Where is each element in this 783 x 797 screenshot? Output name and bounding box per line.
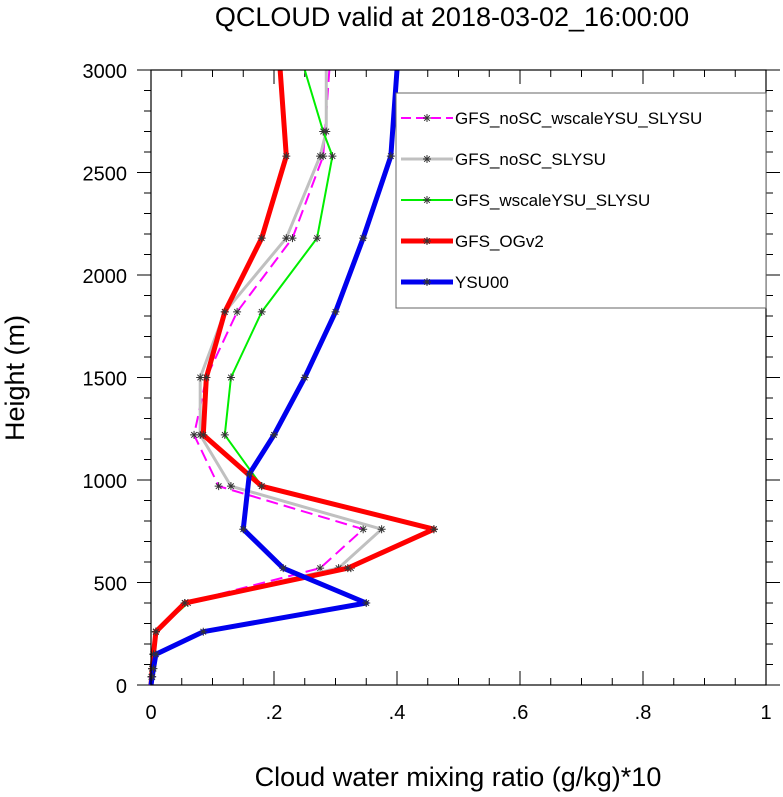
y-axis-label: Height (m) xyxy=(0,315,30,441)
series-GFS_wscaleYSU_SLYSU xyxy=(147,69,438,686)
data-point-marker xyxy=(359,234,368,243)
y-tick-label: 1000 xyxy=(83,471,128,493)
data-point-marker xyxy=(226,482,235,491)
data-point-marker xyxy=(423,237,431,245)
data-point-marker xyxy=(233,307,242,316)
data-point-marker xyxy=(220,430,229,439)
data-point-marker xyxy=(377,525,386,534)
data-point-marker xyxy=(190,430,199,439)
legend-label: GFS_noSC_wscaleYSU_SLYSU xyxy=(455,109,702,128)
series-YSU00 xyxy=(148,69,400,686)
data-point-marker xyxy=(429,525,438,534)
plot-frame xyxy=(150,69,767,686)
data-point-marker xyxy=(149,664,158,673)
data-point-marker xyxy=(202,373,211,382)
data-point-marker xyxy=(245,469,254,478)
data-point-marker xyxy=(423,278,431,286)
data-point-marker xyxy=(331,307,340,316)
plot-border xyxy=(150,69,767,686)
series-GFS_noSC_wscaleYSU_SLYSU xyxy=(147,69,368,686)
x-tick-label: .2 xyxy=(266,702,283,724)
legend-label: GFS_OGv2 xyxy=(455,232,544,251)
data-point-marker xyxy=(151,650,160,659)
legend-box xyxy=(395,92,767,309)
data-point-marker xyxy=(316,152,325,161)
data-point-marker xyxy=(196,373,205,382)
data-point-marker xyxy=(257,307,266,316)
data-point-marker xyxy=(288,234,297,243)
series-lines xyxy=(147,69,438,686)
data-point-marker xyxy=(423,155,431,163)
y-tick-label: 1500 xyxy=(83,369,128,391)
data-point-marker xyxy=(199,430,208,439)
data-point-marker xyxy=(239,525,248,534)
data-point-marker xyxy=(220,307,229,316)
y-tick-label: 3000 xyxy=(83,61,128,83)
data-point-marker xyxy=(423,114,431,122)
series-GFS_OGv2 xyxy=(147,69,438,686)
data-point-marker xyxy=(328,152,337,161)
data-point-marker xyxy=(226,373,235,382)
data-point-marker xyxy=(362,599,371,607)
data-point-marker xyxy=(282,152,291,161)
axis-ticks: 0 .2 .4 .6 .8 1 0 500 1000 1500 2000 2500 3000 xyxy=(83,61,780,724)
data-point-marker xyxy=(279,564,288,573)
data-point-marker xyxy=(270,430,278,439)
data-point-marker xyxy=(180,599,189,607)
series-line xyxy=(148,69,437,686)
y-tick-label: 2500 xyxy=(83,164,128,186)
legend-label: GFS_noSC_SLYSU xyxy=(455,150,606,169)
x-axis-label: Cloud water mixing ratio (g/kg)*10 xyxy=(255,762,662,792)
data-point-marker xyxy=(423,196,431,204)
y-tick-label: 2000 xyxy=(83,266,128,288)
data-point-marker xyxy=(386,152,395,161)
chart-title: QCLOUD valid at 2018-03-02_16:00:00 xyxy=(215,2,689,32)
x-tick-label: 0 xyxy=(145,702,156,724)
data-point-marker xyxy=(343,564,352,573)
series-line xyxy=(148,69,400,686)
data-point-marker xyxy=(214,482,223,491)
data-point-marker xyxy=(148,672,157,681)
x-tick-label: .8 xyxy=(635,702,652,724)
y-tick-label: 500 xyxy=(94,574,127,596)
series-line xyxy=(150,69,435,686)
x-tick-label: 1 xyxy=(760,702,771,724)
legend-label: GFS_wscaleYSU_SLYSU xyxy=(455,191,650,210)
x-tick-label: .4 xyxy=(389,702,406,724)
data-point-marker xyxy=(313,234,322,243)
y-tick-label: 0 xyxy=(116,676,127,698)
data-point-marker xyxy=(257,482,266,491)
series-GFS_noSC_SLYSU xyxy=(147,70,386,686)
data-point-marker xyxy=(257,234,266,243)
legend-label: YSU00 xyxy=(455,273,509,292)
data-point-marker xyxy=(319,127,328,136)
data-point-marker xyxy=(151,627,160,636)
x-tick-label: .6 xyxy=(512,702,529,724)
legend: GFS_noSC_wscaleYSU_SLYSU GFS_noSC_SLYSU GF… xyxy=(395,92,767,309)
data-point-marker xyxy=(300,373,309,382)
data-point-marker xyxy=(316,564,325,573)
data-point-marker xyxy=(199,627,208,636)
data-point-marker xyxy=(282,234,291,243)
data-point-marker xyxy=(359,525,368,534)
